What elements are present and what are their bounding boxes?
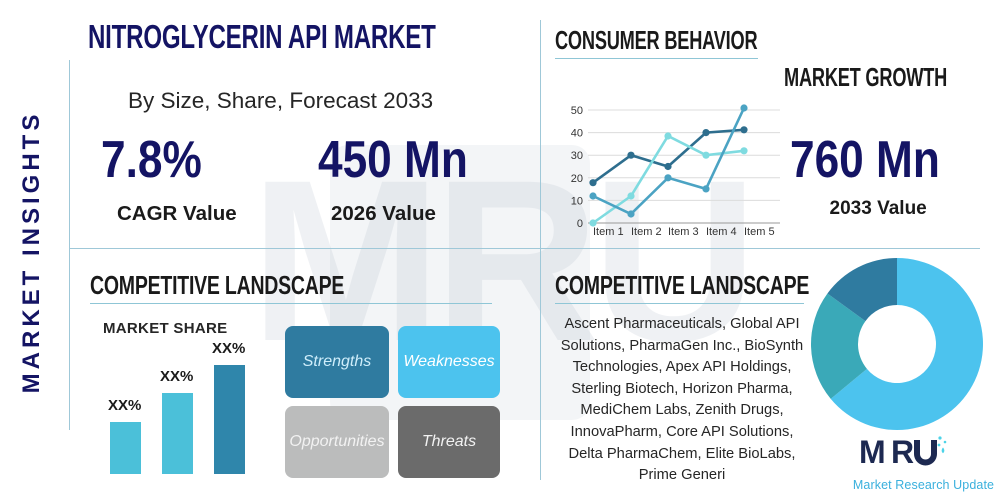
svg-text:Item 3: Item 3 [668,226,699,238]
svg-text:Item 5: Item 5 [744,226,775,238]
svg-text:50: 50 [571,105,583,117]
svg-text:R: R [891,434,914,470]
svg-text:M: M [861,434,884,470]
svg-text:40: 40 [571,128,583,140]
svg-text:30: 30 [571,150,583,162]
svg-text:20: 20 [571,173,583,185]
svg-text:Item 1: Item 1 [593,226,624,238]
svg-text:10: 10 [571,195,583,207]
svg-text:Item 2: Item 2 [631,226,662,238]
svg-text:0: 0 [577,218,583,230]
svg-text:Item 4: Item 4 [706,226,737,238]
